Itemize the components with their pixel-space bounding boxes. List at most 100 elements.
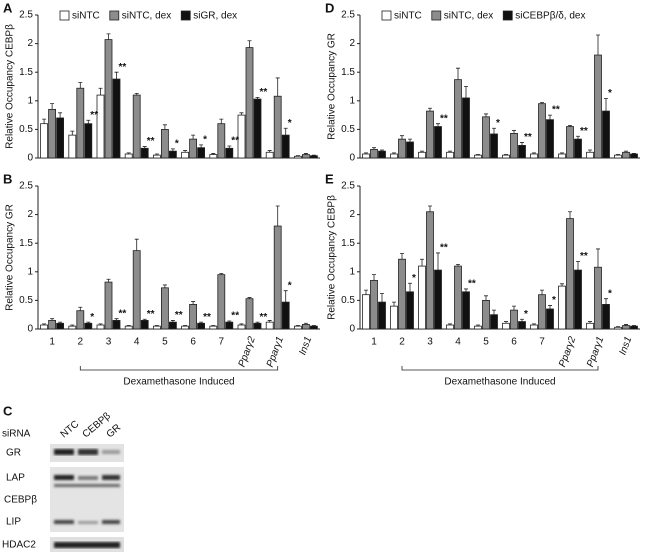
bar [265,151,274,159]
error-bar [408,282,412,292]
bar [474,154,482,159]
significance: ** [468,279,476,290]
bar [112,320,121,330]
row-label: HDAC2 [2,540,36,551]
significance: * [496,118,500,129]
error-bar [170,148,175,152]
error-bar [183,325,188,327]
legend-label: siGR, dex [193,11,237,22]
bar [181,151,190,159]
legend-label: siNTC, dex [444,11,493,22]
error-bar [392,301,396,307]
x-tick-label: 6 [511,337,517,348]
error-bar [568,124,572,127]
error-bar [588,149,592,153]
x-tick-label: 5 [483,337,489,348]
error-bar [596,34,600,56]
bar [390,153,398,159]
y-tick-label: 1.5 [341,67,355,78]
significance: ** [580,126,588,137]
bar [112,78,121,159]
y-axis-title: Relative Occupancy CEBPβ [327,195,338,320]
x-tick-label: 6 [190,337,196,348]
error-bar [283,127,288,136]
significance: ** [203,312,211,323]
significance: ** [440,113,448,124]
bar [502,154,510,159]
error-bar [372,274,376,281]
error-bar [247,297,252,299]
band [54,475,74,480]
error-bar [247,40,252,48]
bar [189,138,198,159]
bar [566,218,574,330]
error-bar [211,325,216,327]
bar [309,325,318,330]
error-bar [464,86,468,98]
bar [602,304,610,330]
error-bar [199,321,204,324]
error-bar [560,152,564,154]
error-bar [476,154,480,156]
legend-label: siNTC, dex [122,11,171,22]
significance: * [608,288,612,299]
bar [490,314,498,330]
error-bar [58,112,63,118]
bar [426,211,434,330]
error-bar [154,153,159,156]
error-bar [211,153,216,155]
bar [96,94,105,159]
error-bar [162,284,167,288]
legend-swatch [431,10,442,21]
error-bar [70,324,75,327]
legend-swatch [59,10,70,21]
error-bar [400,135,404,140]
bar [132,250,141,330]
bar [56,117,64,159]
error-bar [616,154,620,156]
error-bar [596,248,600,268]
significance: * [524,309,528,320]
legend-label: siNTC [72,11,100,22]
bar [160,128,169,159]
y-tick-label: 2 [27,209,33,220]
error-bar [632,153,636,154]
bar [168,150,177,159]
row-label: CEBPβ [4,495,37,506]
y-tick-label: 0.5 [19,295,33,306]
bar [281,134,290,159]
x-tick-label: 2 [399,337,405,348]
error-bar [604,98,608,112]
error-bar [42,118,47,124]
error-bar [464,288,468,292]
y-tick-label: 1.5 [341,238,355,249]
bar [418,265,426,330]
error-bar [126,325,131,327]
band [54,520,74,524]
y-tick-label: 0 [27,153,33,164]
error-bar [588,321,592,324]
y-tick-label: 2.5 [341,181,355,192]
bar [586,322,594,330]
bar [301,324,310,330]
bar [622,325,630,330]
error-bar [568,211,572,219]
bracket [401,366,599,371]
significance: ** [552,105,560,116]
significance: ** [231,136,239,147]
bar [510,309,518,330]
y-axis-title: Relative Occupancy GR [327,33,338,140]
band [54,449,74,455]
band [78,521,98,524]
bar [546,119,554,159]
bar [76,87,85,159]
x-tick-label: Pparγ1 [585,335,606,369]
bar [104,39,113,159]
x-tick-label: Pparγ2 [557,335,578,369]
error-bar [476,324,480,327]
error-bar [428,107,432,112]
error-bar [295,325,300,327]
significance: ** [524,132,532,143]
error-bar [267,150,272,153]
bar [168,321,177,330]
